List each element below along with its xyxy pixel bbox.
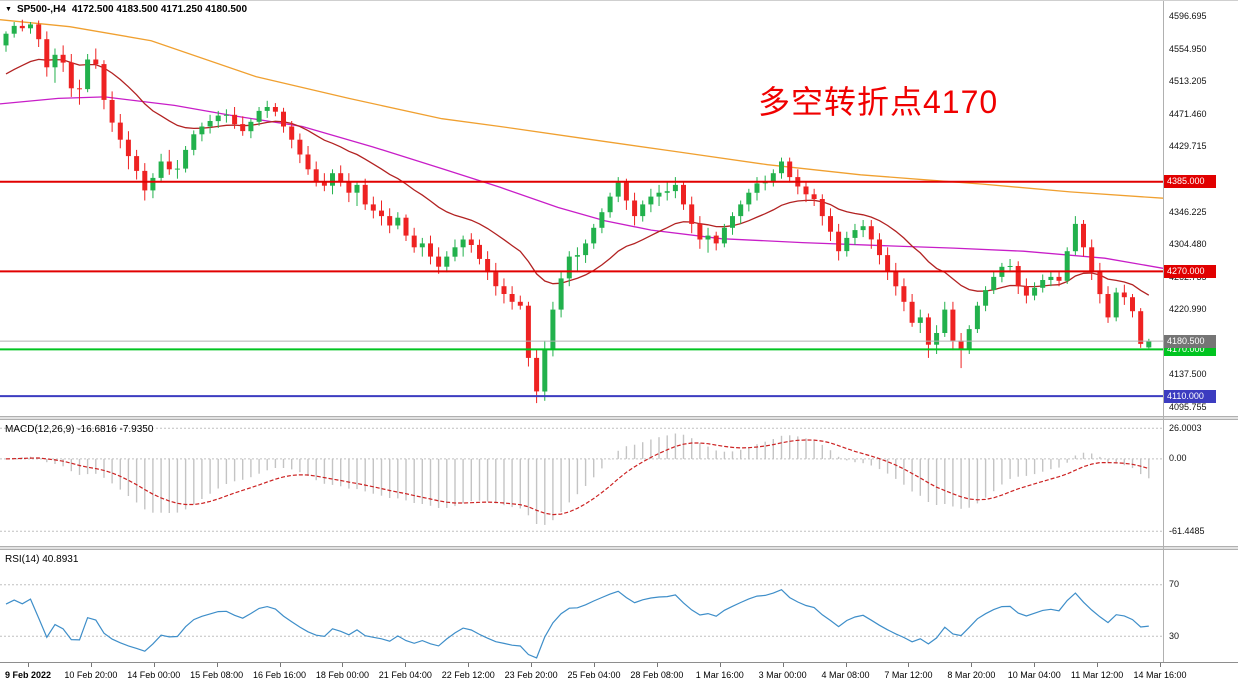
time-axis-label: 3 Mar 00:00: [758, 670, 807, 680]
price-scale-tick-label: 4346.225: [1169, 206, 1207, 217]
chart-title: ▼ SP500-,H4 4172.500 4183.500 4171.250 418…: [5, 4, 247, 15]
price-level-label[interactable]: 4385.000: [1164, 175, 1216, 189]
price-scale-tick-label: 4095.755: [1169, 401, 1207, 412]
price-scale-tick-label: 4304.480: [1169, 239, 1207, 250]
time-axis-label: 15 Feb 08:00: [190, 670, 244, 680]
main-chart-panel: ▼ SP500-,H4 4172.500 4183.500 4171.250 418…: [0, 1, 1238, 416]
ma-medium-line: [0, 96, 1164, 269]
time-axis-label: 21 Feb 04:00: [378, 670, 432, 680]
time-axis-label: 22 Feb 12:00: [441, 670, 495, 680]
macd-signal-line: [5, 439, 1149, 516]
rsi-indicator-label: RSI(14) 40.8931: [5, 554, 79, 565]
rsi-scale-label: 70: [1169, 579, 1180, 590]
rsi-panel: RSI(14) 40.8931: [0, 550, 1238, 662]
macd-scale-label: -61.4485: [1169, 525, 1205, 536]
time-axis-tick: [342, 663, 344, 667]
price-scale-tick-label: 4429.715: [1169, 141, 1207, 152]
ma-fast-line: [5, 58, 1150, 296]
time-axis-label: 23 Feb 20:00: [504, 670, 558, 680]
time-axis-label: 25 Feb 04:00: [567, 670, 621, 680]
time-axis-tick: [782, 663, 784, 667]
time-axis-label: 4 Mar 08:00: [821, 670, 870, 680]
macd-canvas[interactable]: [0, 420, 1238, 546]
price-level-label[interactable]: 4110.000: [1164, 389, 1216, 403]
time-axis-tick: [656, 663, 658, 667]
time-axis-tick: [28, 663, 29, 667]
chart-annotation-text[interactable]: 多空转折点4170: [758, 84, 999, 120]
time-axis-tick: [468, 663, 470, 667]
price-scale[interactable]: 4596.695 4554.950 4513.205 4471.460 4429.715…: [1164, 1, 1238, 416]
price-scale-tick-label: 4471.460: [1169, 108, 1207, 119]
time-axis-tick: [90, 663, 92, 667]
chart-dropdown-arrow-icon[interactable]: ▼: [5, 6, 12, 13]
time-axis-label: 14 Feb 00:00: [127, 670, 181, 680]
bid-price-label: 4180.500: [1164, 334, 1216, 348]
time-axis-label: 9 Feb 2022: [4, 670, 52, 680]
time-axis-tick: [1097, 663, 1099, 667]
macd-scale-label: 0.00: [1169, 453, 1187, 464]
chart-symbol-label: SP500-,H4: [16, 4, 66, 15]
time-axis-label: 1 Mar 16:00: [695, 670, 744, 680]
price-chart-canvas[interactable]: [0, 1, 1238, 416]
time-axis-tick: [153, 663, 155, 667]
price-level-label[interactable]: 4270.000: [1164, 264, 1216, 278]
time-axis-label: 14 Mar 16:00: [1133, 670, 1187, 680]
rsi-canvas[interactable]: [0, 550, 1238, 662]
macd-scale-label: 26.0003: [1169, 422, 1202, 433]
time-axis-label: 28 Feb 08:00: [630, 670, 684, 680]
time-axis[interactable]: 9 Feb 2022 10 Feb 20:00 14 Feb 00:00 15 Feb…: [0, 662, 1238, 690]
time-axis-tick: [971, 663, 973, 667]
price-scale-tick-label: 4137.500: [1169, 369, 1207, 380]
macd-panel: MACD(12,26,9) -16.6816 -7.9350: [0, 420, 1238, 546]
price-scale-tick-label: 4513.205: [1169, 76, 1207, 87]
panel-separator[interactable]: [0, 546, 1238, 550]
time-axis-tick: [908, 663, 910, 667]
time-axis-tick: [594, 663, 595, 667]
time-axis-tick: [531, 663, 533, 667]
macd-histogram: [13, 433, 1150, 525]
macd-scale[interactable]: 26.0003 0.00 -61.4485: [1164, 420, 1238, 546]
time-axis-label: 10 Feb 20:00: [64, 670, 118, 680]
rsi-scale-label: 30: [1169, 630, 1180, 641]
time-axis-tick: [1160, 663, 1161, 667]
time-axis-tick: [216, 663, 218, 667]
time-axis-label: 7 Mar 12:00: [884, 670, 933, 680]
time-axis-label: 16 Feb 16:00: [253, 670, 307, 680]
time-axis-label: 18 Feb 00:00: [315, 670, 369, 680]
time-axis-tick: [279, 663, 281, 667]
rsi-scale[interactable]: 70 30: [1164, 550, 1238, 662]
price-scale-border: [1163, 1, 1164, 662]
time-axis-tick: [719, 663, 721, 667]
macd-indicator-label: MACD(12,26,9) -16.6816 -7.9350: [5, 424, 154, 435]
candlesticks: [3, 19, 1152, 404]
time-axis-label: 11 Mar 12:00: [1070, 670, 1124, 680]
rsi-line: [5, 588, 1149, 659]
price-scale-tick-label: 4554.950: [1169, 43, 1207, 54]
price-scale-tick-label: 4220.990: [1169, 304, 1207, 315]
time-axis-tick: [1034, 663, 1036, 667]
time-axis-tick: [845, 663, 847, 667]
time-axis-label: 8 Mar 20:00: [947, 670, 996, 680]
time-axis-tick: [405, 663, 407, 667]
chart-ohlc-values: 4172.500 4183.500 4171.250 4180.500: [71, 4, 248, 15]
price-scale-tick-label: 4596.695: [1169, 11, 1207, 22]
panel-separator[interactable]: [0, 416, 1238, 420]
time-axis-label: 10 Mar 04:00: [1007, 670, 1061, 680]
